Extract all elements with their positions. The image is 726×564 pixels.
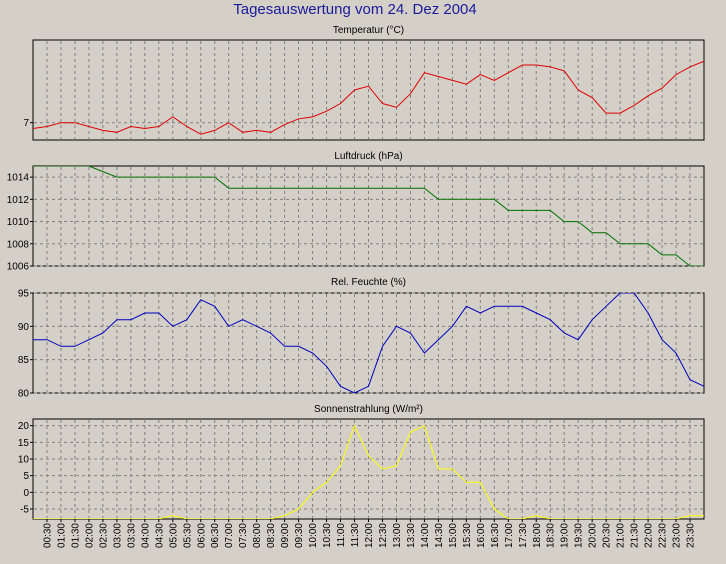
x-tick-label: 16:30 [490, 523, 501, 548]
x-tick-label: 17:30 [518, 523, 529, 548]
x-tick-label: 12:30 [378, 523, 389, 548]
x-tick-label: 21:30 [630, 523, 641, 548]
x-tick-label: 05:00 [168, 523, 179, 548]
x-tick-label: 20:30 [602, 523, 613, 548]
chart-title: Sonnenstrahlung (W/m²) [314, 404, 423, 415]
series-line [33, 293, 704, 393]
x-tick-label: 17:00 [504, 523, 515, 548]
y-tick-label: 1010 [7, 217, 30, 228]
x-tick-label: 08:00 [252, 523, 263, 548]
x-tick-label: 23:00 [672, 523, 683, 548]
series-line [33, 166, 704, 266]
x-tick-label: 07:00 [224, 523, 235, 548]
x-tick-label: 11:00 [336, 523, 347, 548]
x-tick-label: 02:00 [84, 523, 95, 548]
y-tick-label: 85 [18, 355, 30, 366]
x-tick-label: 06:00 [196, 523, 207, 548]
chart-title: Rel. Feuchte (%) [331, 277, 406, 288]
x-tick-label: 04:30 [154, 523, 165, 548]
x-tick-label: 03:30 [126, 523, 137, 548]
x-tick-label: 04:00 [140, 523, 151, 548]
x-tick-label: 09:00 [280, 523, 291, 548]
x-tick-label: 14:00 [420, 523, 431, 548]
x-tick-label: 23:30 [686, 523, 697, 548]
y-tick-label: 1008 [7, 239, 30, 250]
x-tick-label: 12:00 [364, 523, 375, 548]
x-tick-label: 13:30 [406, 523, 417, 548]
page-title: Tagesauswertung vom 24. Dez 2004 [233, 1, 476, 18]
y-tick-label: 0 [23, 488, 29, 499]
x-tick-label: 09:30 [294, 523, 305, 548]
y-tick-label: 15 [18, 438, 30, 449]
chart-title: Temperatur (°C) [333, 25, 404, 36]
x-tick-label: 01:00 [56, 523, 67, 548]
y-tick-label: 95 [18, 289, 30, 300]
x-tick-label: 10:30 [322, 523, 333, 548]
y-tick-label: 10 [18, 455, 30, 466]
x-tick-label: 20:00 [588, 523, 599, 548]
x-tick-label: 07:30 [238, 523, 249, 548]
x-tick-label: 16:00 [476, 523, 487, 548]
y-tick-label: 5 [23, 471, 29, 482]
x-tick-label: 21:00 [616, 523, 627, 548]
x-tick-label: 10:00 [308, 523, 319, 548]
x-tick-label: 22:00 [644, 523, 655, 548]
x-tick-label: 19:00 [560, 523, 571, 548]
y-tick-label: 1014 [7, 173, 30, 184]
x-tick-label: 15:30 [462, 523, 473, 548]
y-tick-label: 1012 [7, 195, 30, 206]
y-tick-label: 90 [18, 322, 30, 333]
x-tick-label: 13:00 [392, 523, 403, 548]
x-tick-label: 11:30 [350, 523, 361, 548]
y-tick-label: 80 [18, 389, 30, 400]
x-tick-label: 14:30 [434, 523, 445, 548]
chart-panel-1: Luftdruck (hPa) 1006 1008 1010 1012 1014 [7, 151, 705, 273]
y-tick-label: 20 [18, 421, 30, 432]
x-tick-label: 00:30 [42, 523, 53, 548]
y-tick-label: -5 [20, 505, 29, 516]
x-tick-label: 01:30 [70, 523, 81, 548]
x-tick-label: 18:30 [546, 523, 557, 548]
x-tick-label: 19:30 [574, 523, 585, 548]
x-tick-label: 06:30 [210, 523, 221, 548]
x-tick-label: 22:30 [658, 523, 669, 548]
x-tick-label: 08:30 [266, 523, 277, 548]
x-tick-label: 05:30 [182, 523, 193, 548]
chart-panel-0: Temperatur (°C) 7 [23, 25, 705, 141]
x-tick-label: 18:00 [532, 523, 543, 548]
y-tick-label: 7 [23, 118, 29, 129]
chart-panel-2: Rel. Feuchte (%) 80 85 90 95 [18, 277, 705, 400]
x-tick-label: 15:00 [448, 523, 459, 548]
series-line [33, 424, 704, 519]
series-line [33, 60, 704, 135]
y-tick-label: 1006 [7, 262, 30, 273]
chart-title: Luftdruck (hPa) [334, 151, 402, 162]
x-tick-label: 03:00 [112, 523, 123, 548]
chart-panel-3: Sonnenstrahlung (W/m²) -5 0 5 10 15 20 [18, 404, 705, 520]
x-tick-label: 02:30 [98, 523, 109, 548]
